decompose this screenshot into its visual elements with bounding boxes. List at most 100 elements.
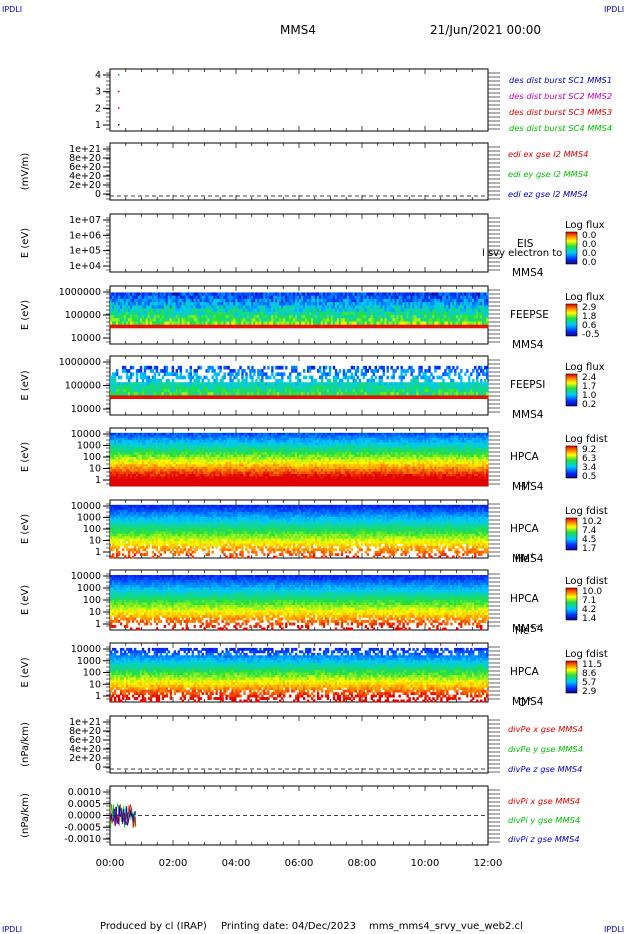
feepsi-cell — [165, 378, 169, 383]
hpca-h-cell — [161, 483, 165, 487]
hpca-h-cell — [155, 440, 159, 443]
feepsi-cell — [165, 395, 169, 400]
feepse-cell — [484, 305, 487, 309]
feepsi-cell — [434, 395, 437, 400]
hpca-h-cell — [151, 435, 155, 439]
feepse-cell — [261, 311, 264, 316]
feepsi-cell — [454, 369, 457, 373]
feepse-cell — [354, 315, 358, 319]
feepsi-cell — [400, 382, 403, 386]
feepse-cell — [440, 318, 443, 322]
feepsi-cell — [454, 395, 457, 400]
feepsi-cell — [362, 375, 366, 380]
hpca-h-cell — [129, 444, 133, 448]
feepse-cell — [470, 318, 473, 322]
hpca-h-cell — [163, 454, 167, 458]
feepse-cell — [247, 315, 250, 319]
feepse-cell — [287, 315, 290, 319]
feepse-cell — [259, 292, 262, 297]
feepse-cell — [402, 298, 405, 303]
feepse-cell — [151, 324, 155, 329]
feepse-cell — [113, 311, 117, 316]
feepsi-cell — [346, 395, 350, 400]
feepse-cell — [402, 318, 405, 322]
feepse-cell — [125, 318, 129, 322]
hpca-h-cell — [147, 469, 151, 472]
hpca-h-cell — [169, 466, 173, 470]
feepse-cell — [259, 308, 262, 313]
feepsi-cell — [308, 392, 312, 396]
feepsi-cell — [287, 375, 290, 380]
feepse-cell — [326, 295, 330, 300]
feepse-cell — [350, 318, 354, 322]
feepsi-cell — [346, 388, 350, 393]
feepsi-cell — [295, 388, 298, 393]
feepse-cell — [257, 311, 260, 316]
hpca-h-cell — [110, 437, 113, 441]
feepse-cell — [217, 302, 220, 306]
feepse-cell — [476, 308, 479, 313]
feepse-cell — [133, 321, 137, 326]
feepsi-cell — [263, 365, 266, 370]
feepsi-cell — [241, 375, 244, 380]
feepse-cell — [209, 318, 212, 322]
feepse-cell — [117, 305, 121, 309]
feepsi-cell — [450, 388, 453, 393]
feepse-cell — [277, 324, 280, 329]
feepse-cell — [273, 298, 276, 303]
feepse-cell — [227, 308, 230, 313]
feepse-cell — [448, 295, 451, 300]
feepsi-cell — [320, 382, 324, 386]
hpca-h-cell — [175, 440, 179, 443]
hpca-h-cell — [110, 464, 113, 468]
feepse-cell — [478, 324, 481, 329]
feepsi-cell — [462, 385, 465, 390]
feepse-cell — [350, 324, 354, 329]
hpca-h-cell — [131, 435, 135, 439]
hpca-h-cell — [149, 444, 153, 448]
feepse-cell — [221, 305, 224, 309]
feepse-cell — [251, 318, 254, 322]
feepse-cell — [424, 295, 427, 300]
feepse-cell — [320, 324, 324, 329]
feepsi-cell — [153, 372, 157, 377]
feepsi-cell — [304, 382, 308, 386]
feepse-cell — [151, 295, 155, 300]
hpca-h-cell — [183, 473, 186, 477]
feepse-cell — [374, 292, 377, 297]
feepse-cell — [300, 292, 304, 297]
hpca-h-cell — [151, 476, 155, 480]
hpca-h-cell — [111, 469, 115, 472]
burst-point — [118, 74, 120, 76]
hpca-h-cell — [127, 483, 131, 487]
feepse-cell — [318, 308, 322, 313]
feepse-cell — [293, 311, 296, 316]
feepse-cell — [259, 321, 262, 326]
feepsi-cell — [324, 392, 328, 396]
feepsi-cell — [320, 375, 324, 380]
hpca-h-cell — [119, 440, 123, 443]
hpca-h-cell — [111, 473, 115, 477]
feepse-cell — [207, 292, 210, 297]
feepsi-cell — [366, 388, 370, 393]
hpca-h-cell — [169, 459, 173, 463]
hpca-h-cell — [191, 442, 194, 446]
feepse-cell — [207, 318, 210, 322]
feepsi-cell — [285, 388, 288, 393]
hpca-h-cell — [159, 466, 163, 470]
feepse-cell — [253, 298, 256, 303]
feepse-cell — [404, 315, 407, 319]
feepse-cell — [119, 311, 123, 316]
hpca-h-cell — [151, 459, 155, 463]
feepse-cell — [161, 302, 165, 306]
feepsi-cell — [231, 395, 234, 400]
feepse-cell — [388, 308, 391, 313]
feepse-cell — [155, 321, 159, 326]
feepse-cell — [334, 308, 338, 313]
feepsi-cell — [177, 375, 181, 380]
feepse-cell — [165, 318, 169, 322]
burst-point — [118, 124, 120, 126]
feepse-cell — [384, 324, 387, 329]
hpca-h-cell — [159, 473, 163, 477]
feepse-cell — [229, 318, 232, 322]
